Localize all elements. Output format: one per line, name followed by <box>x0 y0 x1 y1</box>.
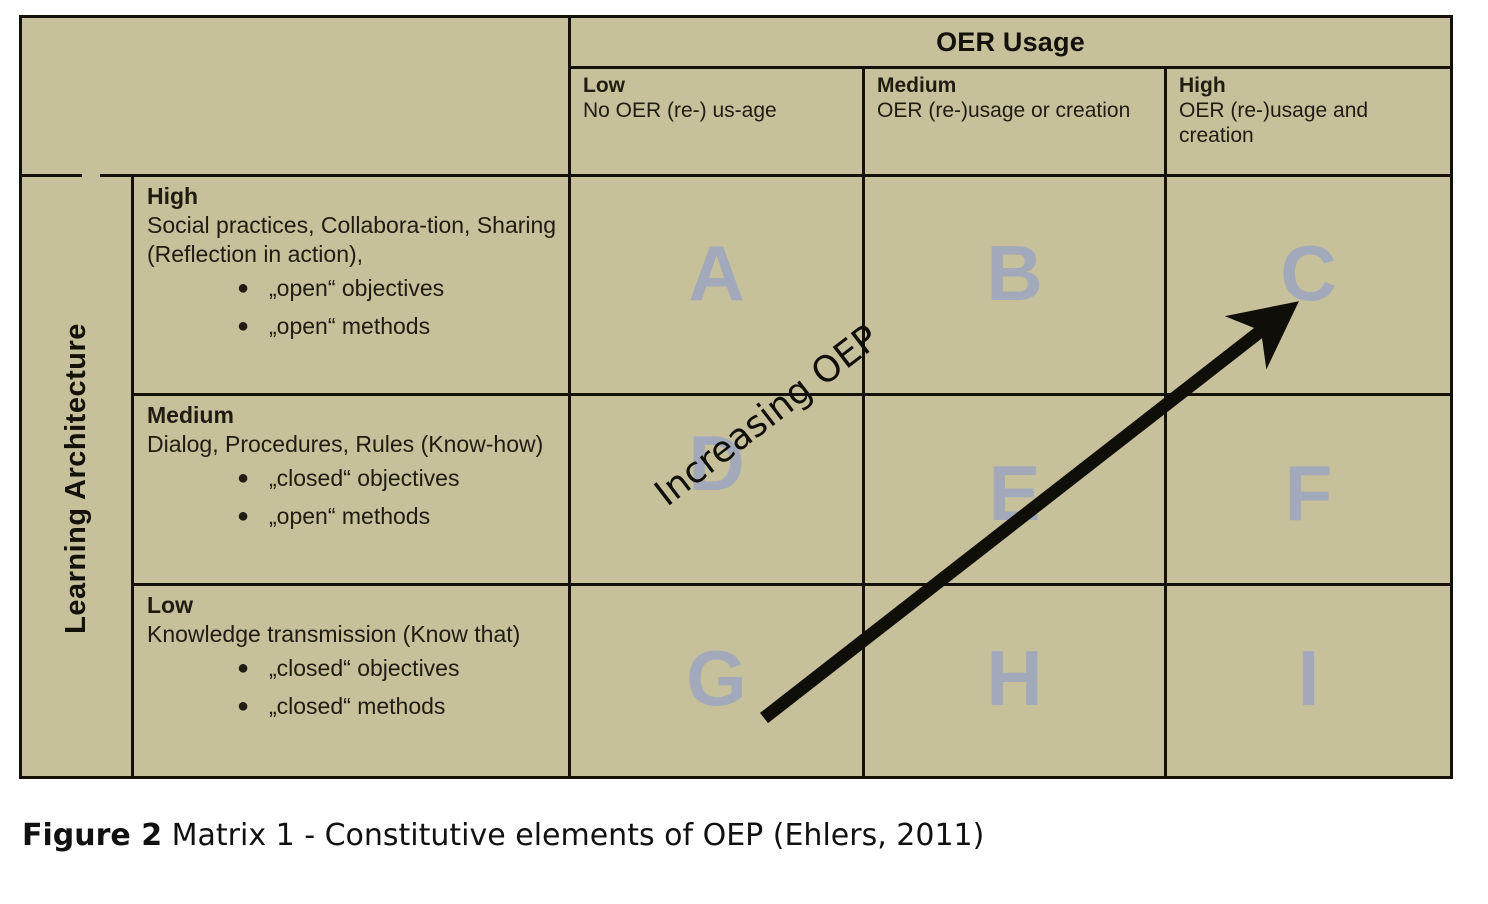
row-high-desc: Social practices, Collabora-tion, Sharin… <box>147 212 557 267</box>
figure-caption-label: Figure 2 <box>22 818 163 853</box>
bullet-icon: ● <box>237 467 250 489</box>
column-header-medium: Medium OER (re-)usage or creation <box>865 69 1164 173</box>
row-divider-high-medium <box>131 393 1450 396</box>
bullet-icon: ● <box>237 505 250 527</box>
column-header-high: High OER (re-)usage and creation <box>1167 69 1450 173</box>
increasing-oep-arrow-icon <box>760 301 1299 724</box>
bullet-icon: ● <box>237 315 250 337</box>
row-medium-desc: Dialog, Procedures, Rules (Know-how) <box>147 431 544 457</box>
list-item: ● „open“ methods <box>147 497 565 535</box>
row-high-bullets: ● „open“ objectives ● „open“ methods <box>147 269 565 345</box>
row-low-bullets: ● „closed“ objectives ● „closed“ methods <box>147 649 565 725</box>
row-low-level: Low <box>147 592 193 618</box>
list-item-label: „open“ objectives <box>269 275 445 301</box>
column-header-high-level: High <box>1179 74 1226 97</box>
row-medium-level: Medium <box>147 402 234 428</box>
row-high-level: High <box>147 183 199 209</box>
header-body-divider-right <box>100 174 1450 177</box>
column-axis-title: OER Usage <box>936 26 1085 57</box>
list-item-label: „closed“ objectives <box>269 655 460 681</box>
column-header-low-desc: No OER (re-) us-age <box>583 99 777 122</box>
header-title-divider <box>568 66 1450 69</box>
figure-caption: Figure 2 Matrix 1 - Constitutive element… <box>22 818 984 853</box>
column-header-medium-level: Medium <box>877 74 957 97</box>
row-medium-bullets: ● „closed“ objectives ● „open“ methods <box>147 459 565 535</box>
list-item: ● „closed“ objectives <box>147 459 565 497</box>
list-item: ● „open“ objectives <box>147 269 565 307</box>
bullet-icon: ● <box>237 695 250 717</box>
figure-caption-text: Matrix 1 - Constitutive elements of OEP … <box>162 818 985 853</box>
list-item: ● „closed“ methods <box>147 687 565 725</box>
list-item: ● „open“ methods <box>147 307 565 345</box>
list-item: ● „closed“ objectives <box>147 649 565 687</box>
column-header-medium-desc: OER (re-)usage or creation <box>877 99 1131 122</box>
column-header-low: Low No OER (re-) us-age <box>571 69 862 173</box>
column-divider-low-medium <box>862 66 865 776</box>
header-body-divider-left <box>22 174 82 177</box>
list-item-label: „open“ methods <box>269 503 431 529</box>
column-header-low-level: Low <box>583 74 625 97</box>
row-description-high: High Social practices, Collabora-tion, S… <box>134 177 571 393</box>
oep-matrix-table: OER Usage Low No OER (re-) us-age Medium… <box>19 15 1453 779</box>
column-divider-desc <box>568 18 571 776</box>
list-item-label: „closed“ methods <box>269 693 446 719</box>
row-description-low: Low Knowledge transmission (Know that) ●… <box>134 586 571 776</box>
row-description-medium: Medium Dialog, Procedures, Rules (Know-h… <box>134 396 571 583</box>
column-header-high-desc: OER (re-)usage and creation <box>1179 99 1369 147</box>
bullet-icon: ● <box>237 277 250 299</box>
row-divider-medium-low <box>131 583 1450 586</box>
column-divider-medium-high <box>1164 66 1167 776</box>
list-item-label: „open“ methods <box>269 313 431 339</box>
list-item-label: „closed“ objectives <box>269 465 460 491</box>
row-low-desc: Knowledge transmission (Know that) <box>147 621 521 647</box>
bullet-icon: ● <box>237 657 250 679</box>
row-label-divider <box>131 177 134 776</box>
